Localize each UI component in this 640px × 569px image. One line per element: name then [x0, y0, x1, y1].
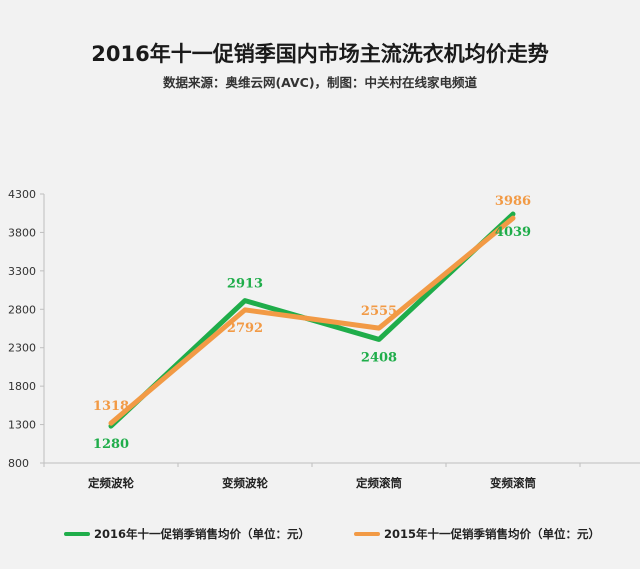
legend-swatch-2015 [354, 532, 380, 536]
chart-subtitle: 数据来源：奥维云网(AVC)，制图：中关村在线家电频道 [162, 75, 478, 90]
data-label-2015: 2792 [227, 321, 263, 336]
y-tick-label: 3800 [8, 226, 36, 239]
data-label-2016: 2408 [361, 350, 397, 365]
data-label-2016: 4039 [495, 225, 531, 240]
legend-label-2016: 2016年十一促销季销售均价（单位：元） [94, 527, 311, 541]
legend-item-2015: 2015年十一促销季销售均价（单位：元） [354, 524, 600, 544]
data-label-2016: 2913 [227, 277, 263, 292]
series-line-2015 [108, 215, 516, 426]
y-tick-label: 1800 [8, 380, 36, 393]
y-tick-label: 4300 [8, 188, 36, 201]
x-tick-label: 变频滚筒 [490, 476, 536, 490]
legend-label-2015: 2015年十一促销季销售均价（单位：元） [384, 527, 601, 541]
y-tick-label: 800 [8, 457, 29, 470]
y-tick-label: 1300 [8, 419, 36, 432]
y-tick-label: 2800 [8, 303, 36, 316]
y-tick-label: 2300 [8, 342, 36, 355]
x-tick-label: 变频波轮 [222, 476, 268, 490]
chart-title: 2016年十一促销季国内市场主流洗衣机均价走势 [91, 42, 549, 66]
x-tick-label: 定频波轮 [88, 476, 134, 490]
data-label-2016: 1280 [93, 437, 129, 452]
data-label-2015: 2555 [361, 304, 397, 319]
x-tick-label: 定频滚筒 [356, 476, 402, 490]
data-label-2015: 1318 [93, 399, 129, 414]
legend-item-2016: 2016年十一促销季销售均价（单位：元） [64, 524, 310, 544]
data-label-2015: 3986 [495, 194, 531, 209]
y-tick-label: 3300 [8, 265, 36, 278]
legend-swatch-2016 [64, 532, 90, 536]
